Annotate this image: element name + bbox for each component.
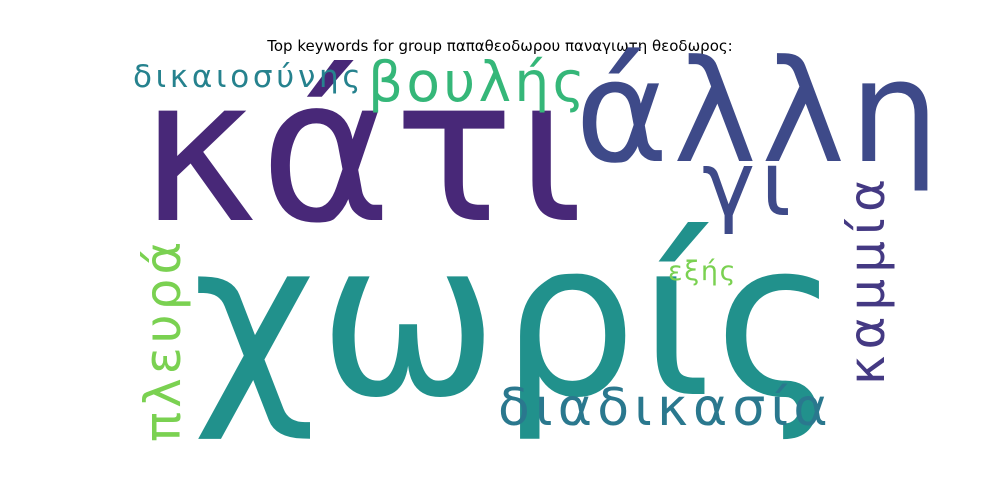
word-diadikasia: διαδικασία [498,378,833,438]
word-gi: γι [702,132,797,237]
word-kammia: καμμία [838,173,896,385]
word-exis: εξής [668,256,738,287]
word-voulis: βουλής [368,50,589,114]
word-kati: κάτι [140,35,586,268]
word-choris: χωρίς [192,194,843,445]
chart-title: Top keywords for group παπαθεοδωρου πανα… [267,37,733,55]
word-dikaiosynis: δικαιοσύνης [133,59,365,95]
word-plevra: πλευρά [134,237,192,442]
word-alli: άλλη [575,30,944,195]
